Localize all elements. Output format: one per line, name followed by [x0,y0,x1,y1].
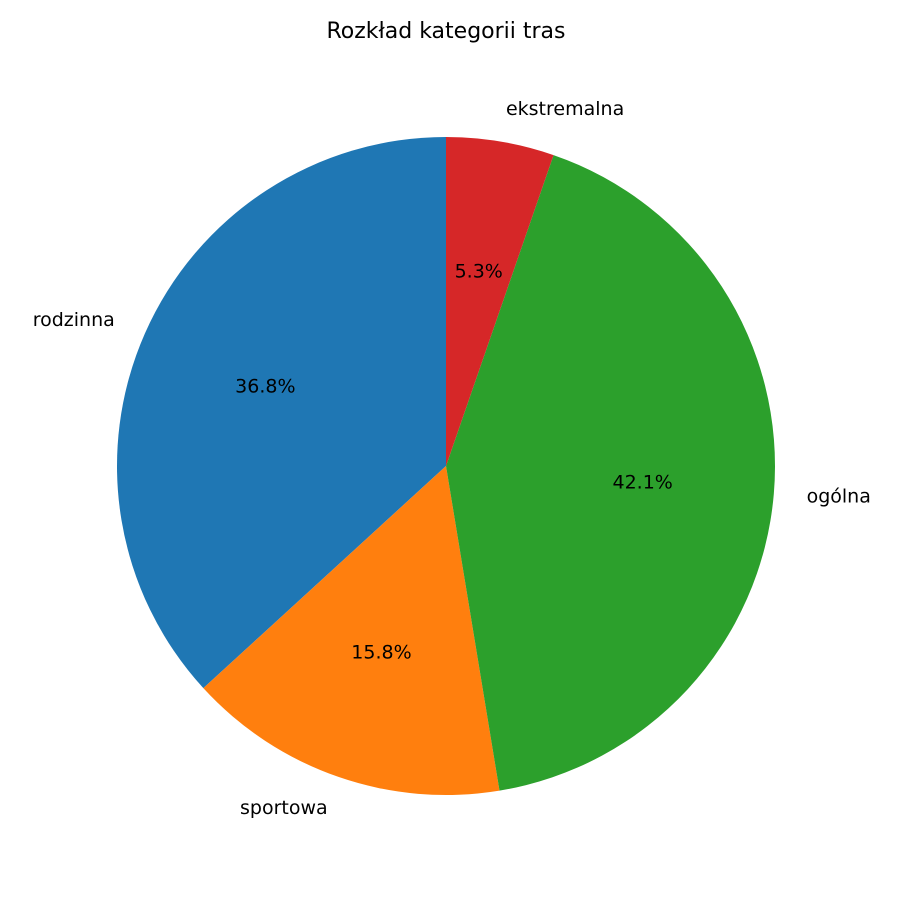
pie-slice-rodzinna [116,137,446,689]
pie-slice-ekstremalna [446,137,554,466]
pie-slice-sportowa [203,466,500,795]
pie-slice-ogolna [446,155,775,791]
category-label-rodzinna: rodzinna [33,309,115,331]
chart-title: Rozkład kategorii tras [326,19,566,44]
pct-label-rodzinna: 36.8% [235,375,295,397]
pct-label-ekstremalna: 5.3% [455,260,503,282]
pct-label-sportowa: 15.8% [351,642,411,664]
category-label-ogolna: ogólna [807,486,871,508]
category-label-ekstremalna: ekstremalna [506,98,624,120]
category-label-sportowa: sportowa [240,797,328,819]
pct-label-ogolna: 42.1% [613,472,673,494]
